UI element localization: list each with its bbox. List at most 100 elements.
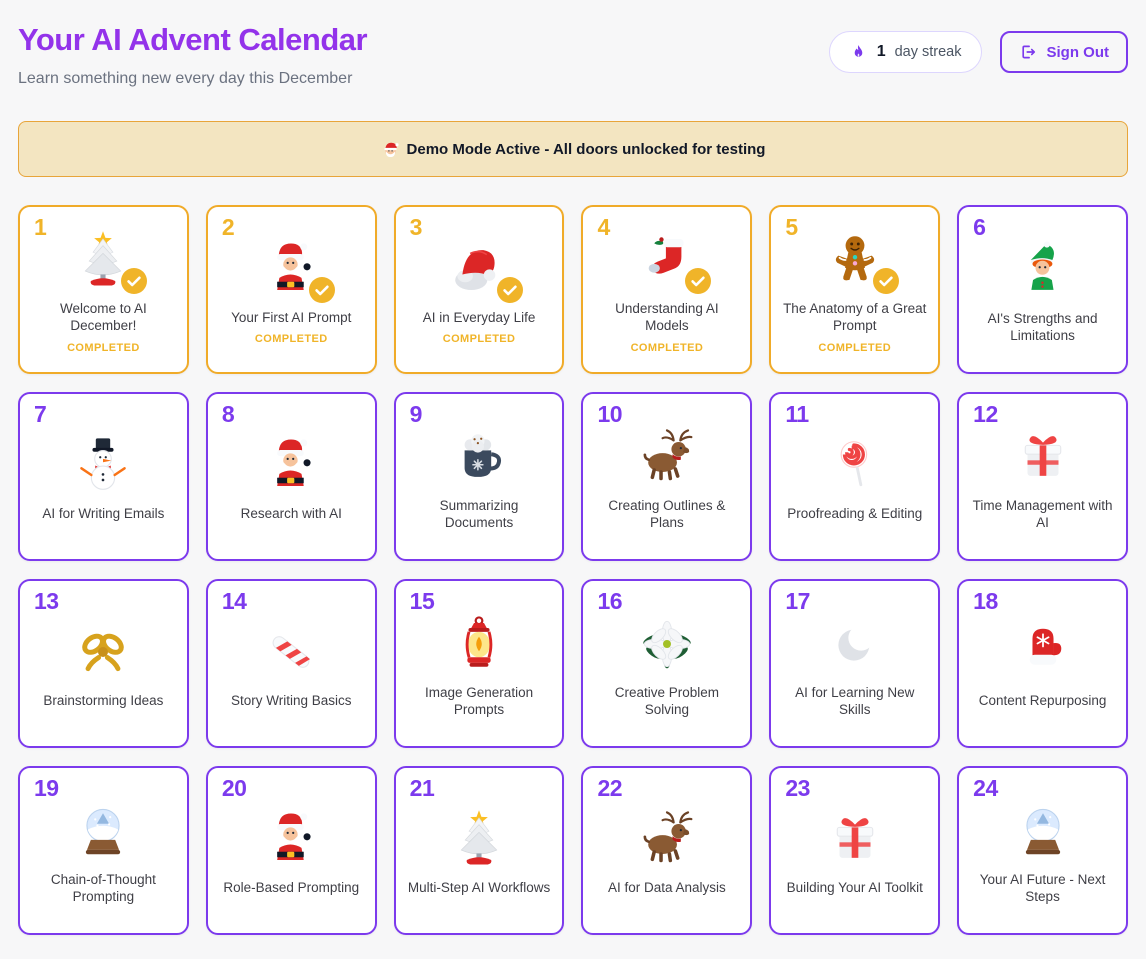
door-card-18[interactable]: 18 Content Repurposing (957, 579, 1128, 748)
door-title: Role-Based Prompting (223, 880, 360, 896)
door-card-19[interactable]: 19 Chain-of-Thought Prompting (18, 766, 189, 935)
door-title: AI's Strengths and Limitations (987, 310, 1098, 343)
door-card-10[interactable]: 10 Creating Outlines & Plans (581, 392, 753, 561)
check-icon (309, 276, 336, 303)
gift-box-icon (836, 818, 874, 858)
santa-icon (277, 242, 311, 290)
flame-icon (849, 43, 868, 62)
door-title: Your AI Future - Next Steps (979, 871, 1106, 904)
christmas-tree-icon (460, 810, 498, 865)
door-title: Creating Outlines & Plans (608, 497, 726, 530)
streak-count: 1 (876, 43, 886, 60)
gold-bow-icon (82, 633, 125, 672)
door-number: 4 (597, 214, 610, 240)
door-card-15[interactable]: 15 Image Generation Prompts (393, 579, 565, 748)
door-title: Summarizing Documents (439, 497, 519, 530)
elf-icon (1030, 241, 1054, 290)
santa-hat-icon (455, 249, 496, 290)
sign-out-button[interactable]: Sign Out (999, 31, 1128, 73)
door-number: 1 (34, 214, 47, 240)
snow-globe-icon (1025, 808, 1060, 854)
door-status: COMPLETED (254, 333, 328, 346)
door-card-24[interactable]: 24 Your AI Future - Next Steps (957, 766, 1128, 935)
check-icon (872, 268, 899, 295)
header-titles: Your AI Advent Calendar Learn something … (18, 20, 368, 88)
door-card-17[interactable]: 17 AI for Learning New Skills (769, 579, 941, 748)
door-card-12[interactable]: 12 Time Management with AI (957, 392, 1128, 561)
lantern-icon (465, 615, 493, 667)
door-number: 22 (597, 775, 623, 801)
door-title: Chain-of-Thought Prompting (50, 871, 156, 904)
header-actions: 1 day streak Sign Out (828, 31, 1128, 73)
door-title: Research with AI (240, 506, 342, 522)
door-number: 3 (409, 214, 423, 240)
door-card-5[interactable]: 5 The Anatomy of a Great Prompt COMPLETE… (769, 205, 941, 374)
santa-icon (277, 439, 311, 487)
door-number: 5 (785, 214, 798, 240)
door-title: Brainstorming Ideas (43, 693, 164, 709)
door-title: Understanding AI Models (615, 301, 719, 333)
gingerbread-man-icon (835, 236, 874, 281)
page-header: Your AI Advent Calendar Learn something … (18, 20, 1128, 88)
page-title: Your AI Advent Calendar (18, 22, 368, 57)
streak-badge: 1 day streak (828, 31, 982, 73)
door-status: COMPLETED (67, 341, 140, 354)
door-card-4[interactable]: 4 Understanding AI Models COMPLETED (581, 205, 753, 374)
door-number: 23 (785, 775, 810, 801)
door-card-6[interactable]: 6 AI's Strengths and Limitations (957, 205, 1128, 374)
door-number: 16 (597, 588, 623, 614)
door-title: Building Your AI Toolkit (786, 880, 923, 896)
door-number: 20 (221, 775, 247, 801)
door-number: 9 (409, 401, 423, 427)
door-title: Time Management with AI (972, 497, 1113, 530)
streak-label: day streak (894, 44, 962, 60)
mitten-icon (1029, 628, 1061, 665)
hot-cocoa-icon (464, 433, 502, 477)
door-number: 8 (221, 401, 235, 427)
door-title: Creative Problem Solving (614, 684, 720, 717)
doors-grid: 1 Welcome to AI December! COMPLETED 2 Yo… (18, 205, 1128, 935)
door-card-2[interactable]: 2 Your First AI Prompt COMPLETED (205, 205, 377, 374)
door-number: 19 (34, 775, 59, 801)
door-title: AI in Everyday Life (422, 309, 536, 325)
door-title: Proofreading & Editing (787, 506, 923, 522)
reindeer-icon (643, 428, 693, 480)
door-title: The Anatomy of a Great Prompt (783, 301, 927, 333)
door-card-7[interactable]: 7 AI for Writing Emails (18, 392, 189, 561)
door-title: Welcome to AI December! (60, 301, 147, 333)
door-card-11[interactable]: 11 Proofreading & Editing (769, 392, 941, 561)
door-card-9[interactable]: 9 Summarizing Documents (393, 392, 565, 561)
crescent-moon-icon (838, 624, 874, 661)
door-title: Content Repurposing (978, 693, 1107, 709)
demo-mode-banner: Demo Mode Active - All doors unlocked fo… (18, 121, 1128, 177)
demo-mode-text: Demo Mode Active - All doors unlocked fo… (406, 140, 766, 158)
door-title: Multi-Step AI Workflows (407, 880, 551, 896)
check-icon (121, 268, 148, 295)
door-card-16[interactable]: 16 Creative Problem Solving (581, 579, 753, 748)
door-number: 11 (785, 401, 809, 427)
door-card-13[interactable]: 13 Brainstorming Ideas (18, 579, 189, 748)
door-card-23[interactable]: 23 Building Your AI Toolkit (769, 766, 941, 935)
door-number: 2 (221, 214, 235, 240)
white-flower-icon (643, 620, 691, 668)
door-title: AI for Data Analysis (608, 880, 726, 896)
door-number: 24 (973, 775, 998, 801)
door-card-22[interactable]: 22 AI for Data Analysis (581, 766, 753, 935)
door-status: COMPLETED (818, 341, 892, 354)
door-card-14[interactable]: 14 Story Writing Basics (205, 579, 377, 748)
door-card-1[interactable]: 1 Welcome to AI December! COMPLETED (18, 205, 189, 374)
door-card-3[interactable]: 3 AI in Everyday Life COMPLETED (393, 205, 565, 374)
door-number: 13 (34, 588, 59, 614)
gift-box-icon (1024, 435, 1061, 476)
door-title: Image Generation Prompts (425, 684, 534, 717)
door-number: 12 (973, 401, 998, 427)
reindeer-icon (643, 811, 693, 863)
door-card-20[interactable]: 20 Role-Based Prompting (205, 766, 377, 935)
door-card-8[interactable]: 8 Research with AI (205, 392, 377, 561)
door-number: 17 (785, 588, 810, 614)
door-card-21[interactable]: 21 Multi-Step AI Workflows (393, 766, 565, 935)
christmas-tree-icon (85, 231, 122, 286)
door-title: Your First AI Prompt (231, 309, 352, 325)
snowman-icon (80, 438, 127, 490)
